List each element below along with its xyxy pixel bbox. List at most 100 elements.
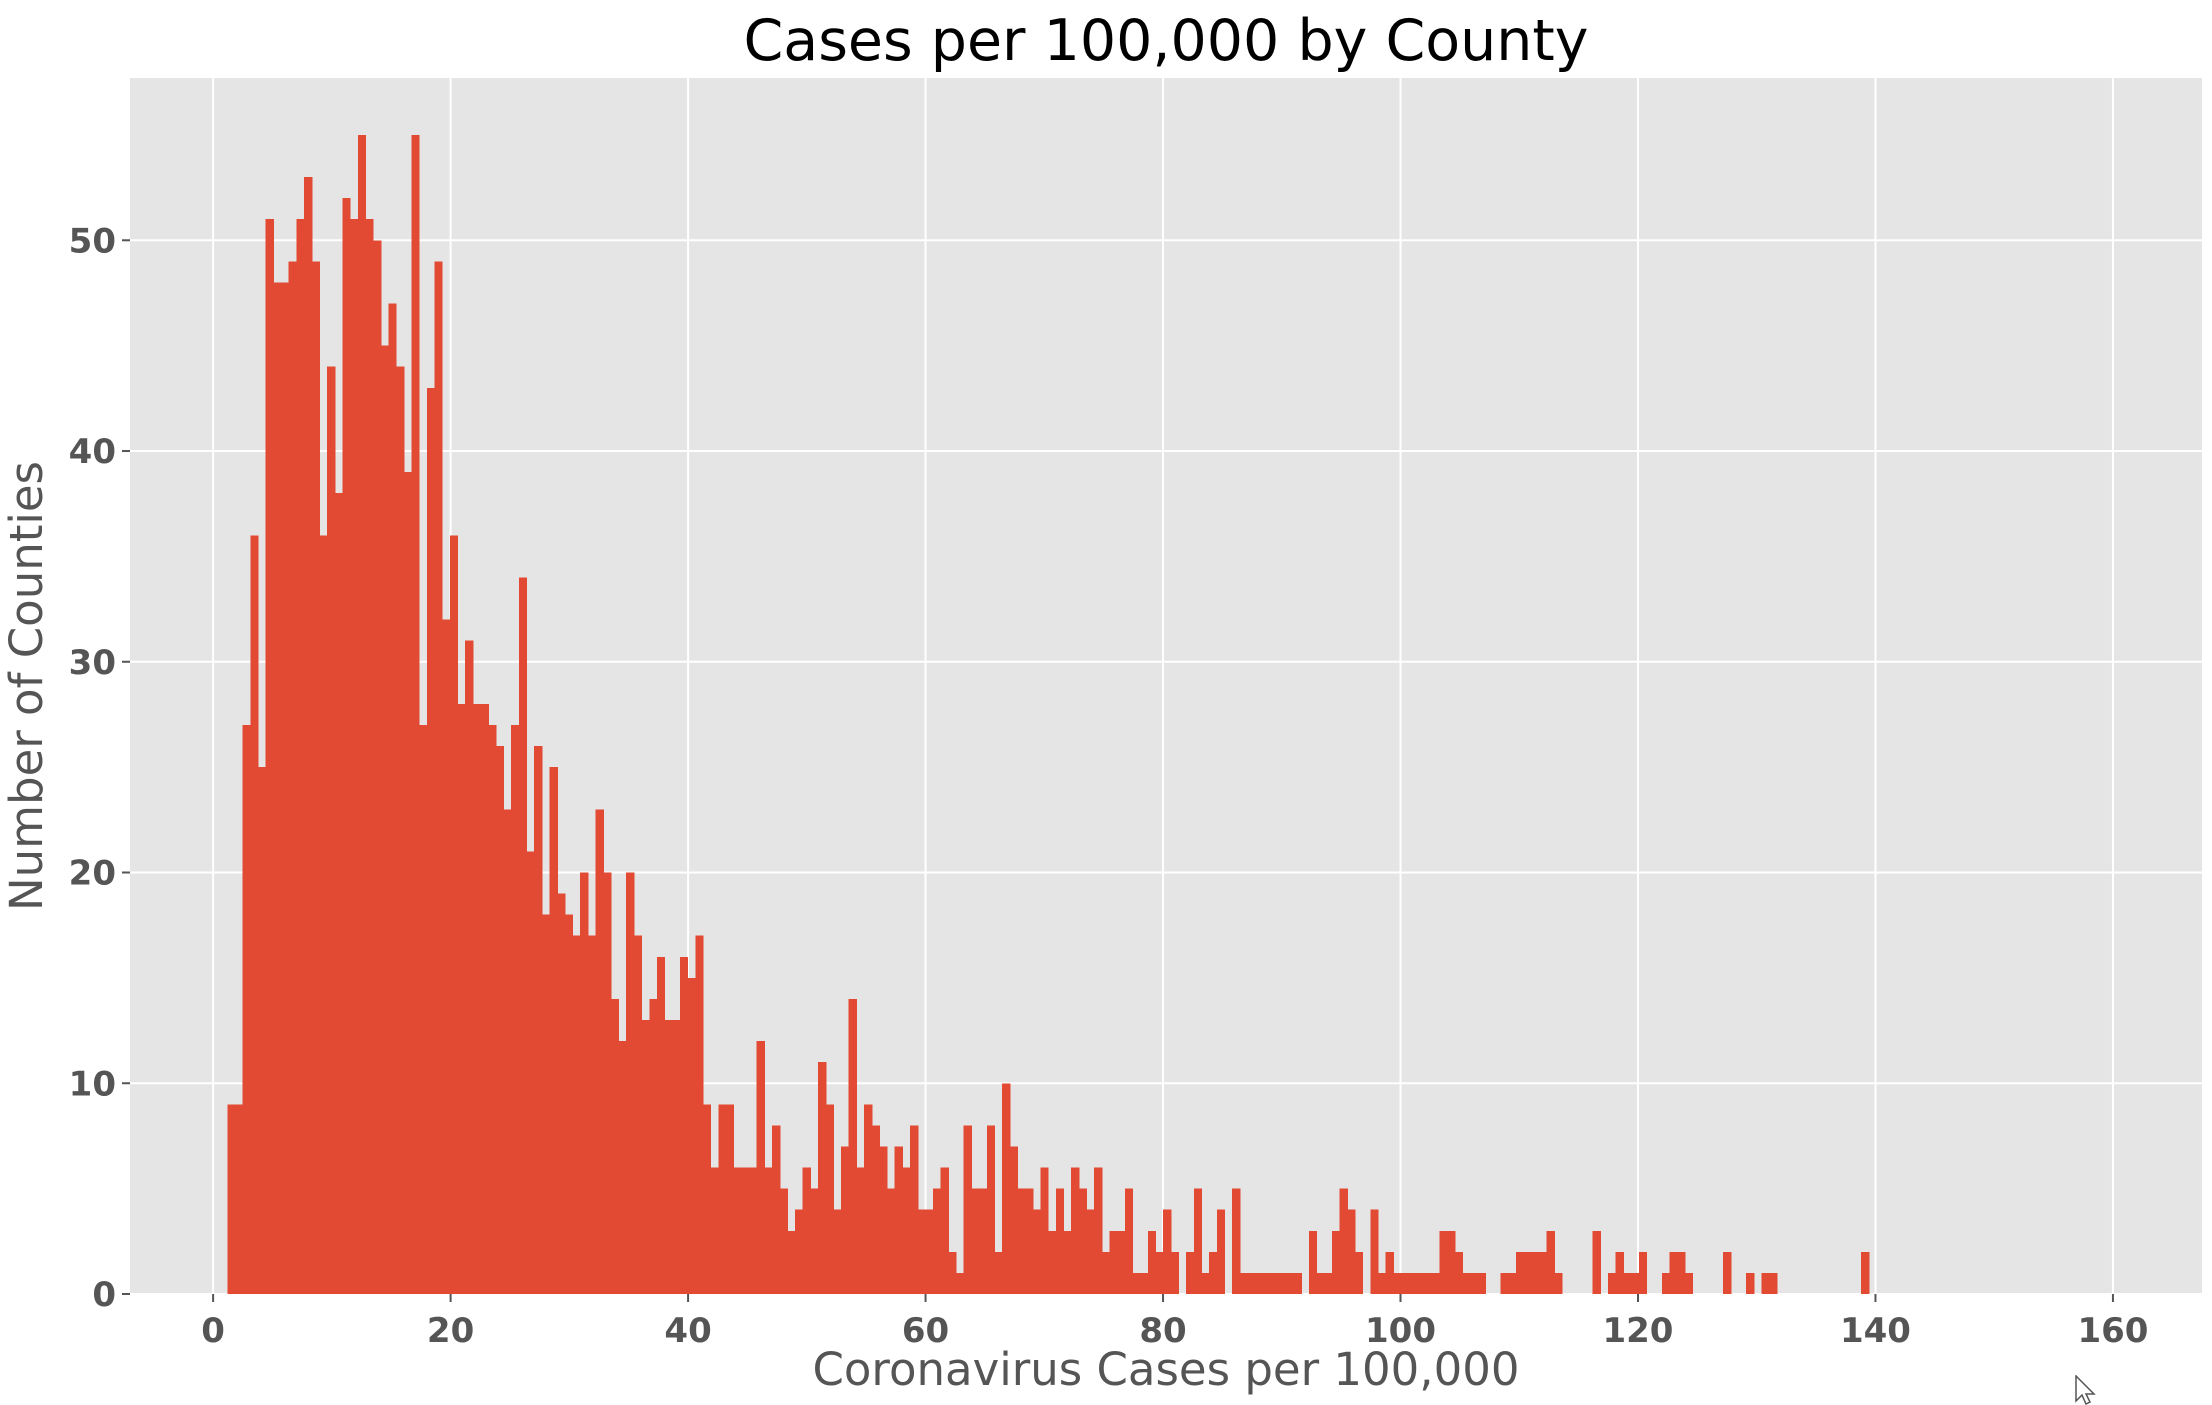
histogram-bar <box>495 746 505 1294</box>
x-tick-label: 20 <box>427 1311 474 1351</box>
y-tick-label: 50 <box>69 221 116 261</box>
histogram-bar <box>1109 1230 1118 1294</box>
histogram-bar <box>1454 1251 1463 1294</box>
histogram-bar <box>373 240 382 1294</box>
histogram-bar <box>1209 1251 1218 1294</box>
histogram-bar <box>1462 1272 1471 1294</box>
histogram-bar <box>1408 1272 1417 1294</box>
histogram-bar <box>1201 1272 1210 1294</box>
histogram-bar <box>449 535 459 1294</box>
histogram-bar <box>1592 1230 1601 1294</box>
histogram-bar <box>365 219 374 1295</box>
histogram-bar <box>672 1020 681 1294</box>
histogram-bar <box>472 703 482 1294</box>
histogram-bar <box>1669 1251 1678 1294</box>
histogram-bar <box>825 1104 834 1294</box>
histogram-bar <box>1071 1167 1080 1294</box>
histogram-bar <box>1861 1251 1870 1294</box>
histogram-bar <box>396 366 405 1295</box>
histogram-bar <box>1370 1209 1379 1294</box>
y-tick-label: 0 <box>92 1275 116 1315</box>
histogram-bar <box>1124 1188 1134 1294</box>
histogram-bar <box>1431 1272 1440 1294</box>
histogram-bar <box>1040 1167 1049 1294</box>
histogram-bar <box>1661 1272 1671 1294</box>
histogram-bar <box>1078 1188 1088 1294</box>
y-tick-label: 10 <box>69 1064 116 1104</box>
histogram-bar <box>718 1104 727 1294</box>
histogram-bar <box>1278 1272 1287 1294</box>
histogram-bar <box>304 177 313 1294</box>
histogram-bar <box>595 809 604 1294</box>
histogram-bar <box>273 282 282 1294</box>
histogram-bar <box>933 1188 942 1294</box>
histogram-bar <box>1523 1251 1532 1294</box>
histogram-bar <box>434 261 443 1295</box>
histogram-bar <box>1308 1230 1318 1294</box>
histogram-bar <box>833 1209 842 1294</box>
histogram-bar <box>281 282 290 1294</box>
histogram-bar <box>1270 1272 1279 1294</box>
histogram-bar <box>687 977 696 1294</box>
histogram-bar <box>1262 1272 1272 1294</box>
histogram-bar <box>1531 1251 1540 1294</box>
histogram-bar <box>1170 1251 1180 1294</box>
histogram-bar <box>465 640 474 1294</box>
histogram-bar <box>871 1125 880 1294</box>
histogram-bar <box>702 1104 712 1294</box>
histogram-bar <box>1163 1209 1172 1294</box>
histogram-bar <box>940 1167 949 1294</box>
histogram-bar <box>1500 1272 1509 1294</box>
histogram-bar <box>1101 1251 1111 1294</box>
histogram-bar <box>380 345 390 1294</box>
histogram-bar <box>756 1041 765 1294</box>
histogram-bar <box>1009 1146 1019 1294</box>
histogram-bar <box>549 767 558 1294</box>
histogram-bar <box>511 724 520 1294</box>
histogram-bar <box>618 1041 627 1294</box>
histogram-bar <box>534 746 543 1294</box>
histogram-bar <box>1025 1188 1034 1294</box>
x-tick-label: 140 <box>1840 1311 1911 1351</box>
histogram-bar <box>1239 1272 1249 1294</box>
histogram-bar <box>1255 1272 1264 1294</box>
x-tick-label: 160 <box>2077 1311 2148 1351</box>
histogram-bar <box>1377 1272 1387 1294</box>
histogram-bar <box>1347 1209 1356 1294</box>
histogram-bar <box>1631 1272 1640 1294</box>
histogram-bar <box>572 935 581 1294</box>
histogram-bar <box>1316 1272 1325 1294</box>
histogram-bar <box>242 724 251 1294</box>
histogram-bar <box>633 935 643 1294</box>
histogram-bar <box>227 1104 236 1294</box>
histogram-bar <box>1247 1272 1256 1294</box>
histogram-bar <box>864 1104 873 1294</box>
histogram-bar <box>1324 1272 1333 1294</box>
histogram-bar <box>1339 1188 1348 1294</box>
histogram-bar <box>1002 1083 1011 1294</box>
histogram-bar <box>1416 1272 1425 1294</box>
histogram-bar <box>1094 1167 1103 1294</box>
histogram-bar <box>334 493 344 1294</box>
histogram-bar <box>319 535 328 1294</box>
mouse-pointer-icon <box>2075 1375 2096 1405</box>
chart-title: Cases per 100,000 by County <box>744 8 1589 74</box>
histogram-bar <box>649 998 658 1294</box>
histogram-bar <box>1055 1188 1065 1294</box>
histogram-bar <box>1186 1251 1195 1294</box>
histogram-bar <box>1615 1251 1625 1294</box>
histogram-bar <box>1439 1230 1448 1294</box>
histogram-bar <box>902 1167 911 1294</box>
y-tick-label: 20 <box>69 854 116 894</box>
histogram-bar <box>518 577 528 1294</box>
histogram-bar <box>748 1167 758 1294</box>
histogram-bar <box>1132 1272 1141 1294</box>
histogram-bar <box>457 703 466 1294</box>
histogram-bar <box>350 219 359 1295</box>
histogram-bar <box>1354 1251 1364 1294</box>
histogram-bar <box>1032 1209 1042 1294</box>
histogram-bar <box>1723 1251 1732 1294</box>
x-tick-label: 40 <box>664 1311 711 1351</box>
histogram-bar <box>802 1167 811 1294</box>
histogram-bar <box>1048 1230 1057 1294</box>
